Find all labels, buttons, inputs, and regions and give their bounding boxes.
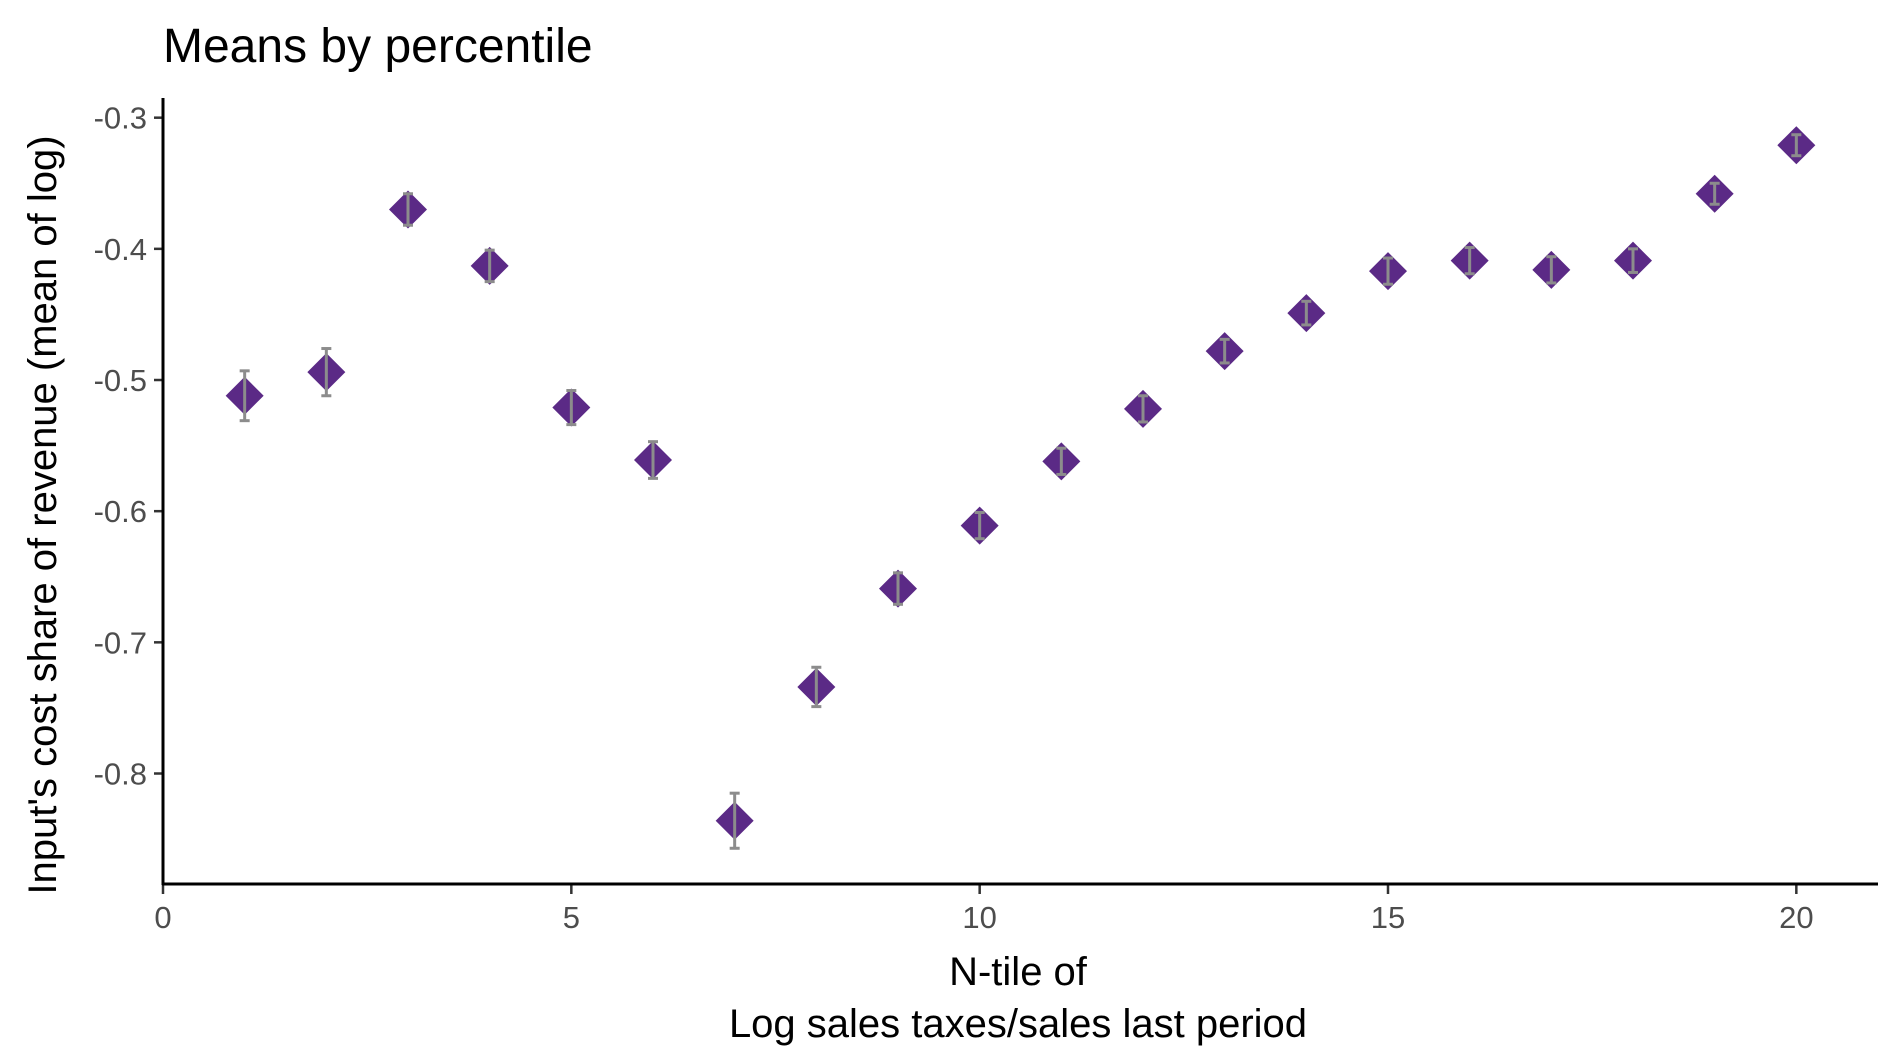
x-tick-label: 10	[962, 900, 996, 935]
x-axis-title-line-1: N-tile of	[949, 950, 1088, 994]
x-axis-title-line-2: Log sales taxes/sales last period	[729, 1002, 1307, 1046]
y-tick-label: -0.8	[94, 757, 147, 792]
y-tick-label: -0.7	[94, 625, 147, 660]
y-tick-label: -0.5	[94, 363, 147, 398]
x-tick-label: 15	[1371, 900, 1405, 935]
x-tick-label: 20	[1779, 900, 1813, 935]
x-axis-ticks: 0 5 10 15 20	[154, 885, 1814, 935]
chart-title: Means by percentile	[163, 20, 593, 73]
error-bars	[239, 133, 1802, 850]
data-points	[225, 126, 1816, 840]
y-tick-label: -0.3	[94, 101, 147, 136]
x-tick-label: 0	[154, 900, 171, 935]
y-tick-label: -0.4	[94, 232, 147, 267]
y-axis-ticks: -0.3 -0.4 -0.5 -0.6 -0.7 -0.8	[94, 101, 163, 792]
y-tick-label: -0.6	[94, 494, 147, 529]
y-axis-title: Input's cost share of revenue (mean of l…	[21, 135, 65, 894]
x-tick-label: 5	[563, 900, 580, 935]
y-axis-title-group: Input's cost share of revenue (mean of l…	[21, 135, 65, 894]
